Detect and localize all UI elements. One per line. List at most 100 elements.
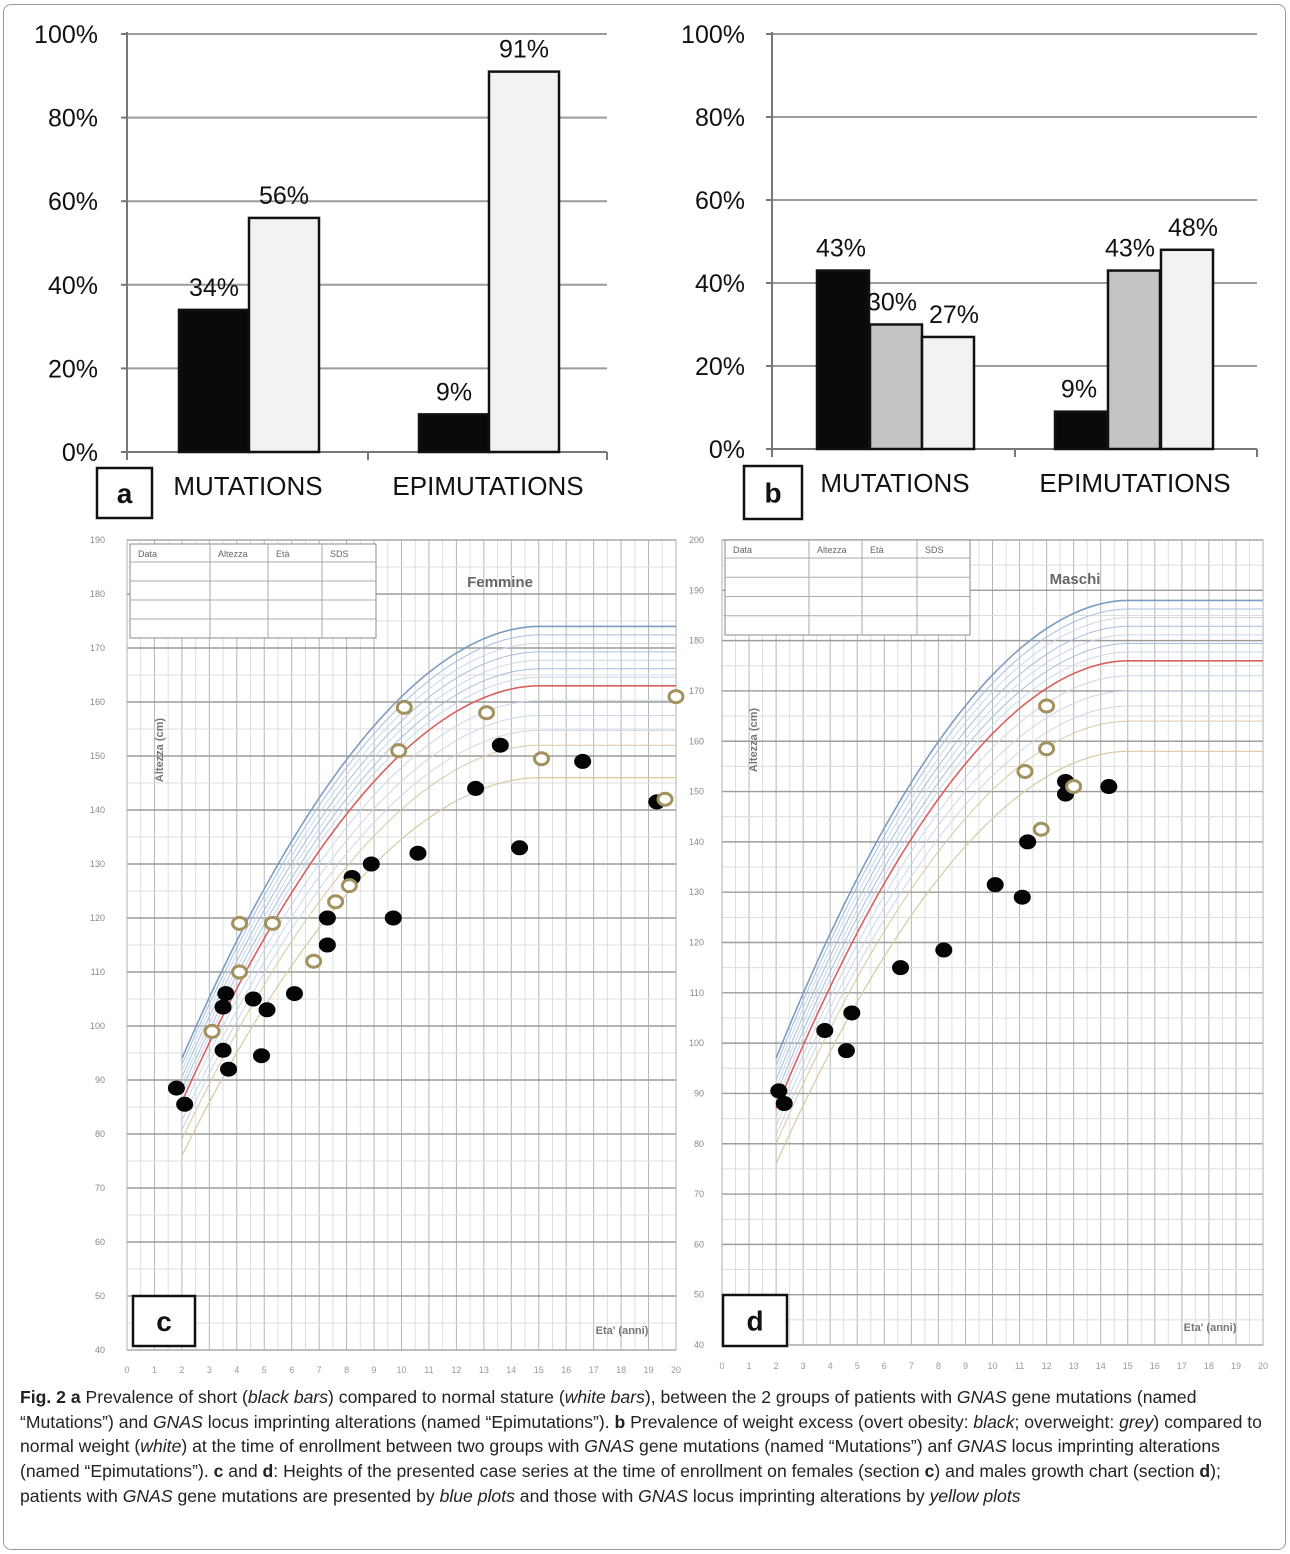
x-tick-label: 13: [479, 1365, 489, 1375]
patient-point-epimutation: [667, 689, 685, 705]
bar: [487, 70, 561, 454]
percentile-curve: [181, 700, 676, 1112]
x-tick-label: 17: [589, 1365, 599, 1375]
y-tick-label: 70: [95, 1183, 105, 1193]
x-tick-label: 16: [1150, 1361, 1160, 1371]
percentile-curve: [181, 651, 676, 1078]
caption-text: locus imprinting alterations (named “Epi…: [202, 1411, 615, 1432]
percentile-curve: [775, 643, 1263, 1095]
panel-label-b: b: [742, 464, 804, 521]
y-tick-label: 170: [689, 686, 704, 696]
x-tick-label: 10: [396, 1365, 406, 1375]
caption-text: gene mutations (named “Mutations”) anf: [634, 1436, 957, 1457]
category-label: EPIMUTATIONS: [392, 471, 583, 501]
bar-data-label: 56%: [259, 182, 309, 210]
patient-point-epimutation: [1016, 763, 1034, 779]
caption-italic: white: [140, 1436, 182, 1457]
panel-label-box: [721, 1293, 789, 1348]
y-tick-label: 90: [694, 1088, 704, 1098]
y-tick-label: 100%: [681, 21, 745, 49]
x-tick-label: 15: [1123, 1361, 1133, 1371]
patient-point-mutation: [318, 937, 336, 953]
bar: [417, 413, 491, 454]
chart-title: Maschi: [1050, 571, 1101, 588]
caption-c-letter: c: [213, 1460, 224, 1481]
patient-point-mutation: [511, 840, 529, 856]
x-tick-label: 2: [774, 1361, 779, 1371]
y-axis-label: Altezza (cm): [748, 708, 760, 773]
figure-caption: Fig. 2 a Prevalence of short (black bars…: [20, 1385, 1270, 1508]
bar-data-label: 9%: [1061, 376, 1097, 404]
patient-point-mutation: [935, 942, 953, 958]
x-tick-label: 12: [451, 1365, 461, 1375]
bar-data-label: 9%: [436, 378, 472, 406]
percentile-curve: [775, 750, 1263, 1165]
x-tick-label: 14: [506, 1365, 516, 1375]
figure-frame: [3, 4, 1286, 1550]
y-tick-label: 40%: [695, 270, 745, 298]
x-tick-label: 9: [963, 1361, 968, 1371]
patient-point-mutation: [285, 986, 303, 1002]
patient-point-epimutation: [231, 964, 249, 980]
bar-data-label: 48%: [1168, 214, 1218, 242]
y-tick-label: 180: [689, 636, 704, 646]
percentile-curve: [775, 625, 1263, 1080]
table-header: Età: [276, 549, 290, 559]
patient-point-mutation: [892, 960, 910, 976]
caption-text: ; overweight:: [1014, 1411, 1120, 1432]
panel-label-box: [95, 466, 154, 520]
panel-letter: a: [117, 478, 133, 509]
x-tick-label: 13: [1069, 1361, 1079, 1371]
percentile-curve: [775, 690, 1263, 1127]
x-tick-label: 3: [207, 1365, 212, 1375]
panel-label-c: c: [131, 1294, 197, 1348]
x-tick-label: 7: [317, 1365, 322, 1375]
table-header: Altezza: [218, 549, 248, 559]
panel-letter: b: [764, 478, 781, 509]
caption-italic: black bars: [247, 1387, 329, 1407]
patient-point-mutation: [837, 1043, 855, 1059]
patient-point-mutation: [362, 856, 380, 872]
percentile-curve: [181, 634, 676, 1065]
y-tick-label: 160: [90, 697, 105, 707]
y-tick-label: 20%: [695, 353, 745, 381]
percentile-curve: [775, 675, 1263, 1118]
table-header: Data: [733, 545, 752, 555]
x-tick-label: 6: [289, 1365, 294, 1375]
y-tick-label: 130: [689, 887, 704, 897]
patient-point-mutation: [1013, 889, 1031, 905]
x-tick-label: 8: [936, 1361, 941, 1371]
caption-text: ) compared to normal stature (: [328, 1387, 565, 1407]
table-header: SDS: [330, 549, 349, 559]
patient-point-mutation: [176, 1096, 194, 1112]
y-tick-label: 130: [90, 859, 105, 869]
y-tick-label: 100: [689, 1038, 704, 1048]
y-tick-label: 90: [95, 1075, 105, 1085]
x-tick-label: 17: [1177, 1361, 1187, 1371]
caption-gene: GNAS: [638, 1485, 689, 1506]
x-tick-label: 20: [1258, 1361, 1268, 1371]
x-tick-label: 15: [534, 1365, 544, 1375]
percentile-curve: [181, 642, 676, 1071]
table-header: Data: [138, 549, 157, 559]
bar-data-label: 91%: [499, 36, 549, 64]
x-tick-label: 20: [671, 1365, 681, 1375]
x-tick-label: 1: [747, 1361, 752, 1371]
y-tick-label: 100: [90, 1021, 105, 1031]
patient-point-epimutation: [1038, 698, 1056, 714]
patient-point-mutation: [214, 1042, 232, 1058]
percentile-curve: [775, 660, 1263, 1109]
y-tick-label: 50: [694, 1290, 704, 1300]
patient-point-mutation: [491, 737, 509, 753]
y-tick-label: 50: [95, 1291, 105, 1301]
y-tick-label: 180: [90, 589, 105, 599]
y-tick-label: 150: [689, 787, 704, 797]
bar: [1053, 410, 1109, 451]
bar-chart-a: 0% 20% 40% 60% 80% 100% MUTATIONS 34% 56% EPIMUTA…: [34, 21, 608, 501]
patient-point-mutation: [253, 1048, 271, 1064]
percentile-curve: [181, 625, 676, 1059]
patient-point-mutation: [217, 986, 235, 1002]
patient-point-mutation: [318, 910, 336, 926]
patient-point-epimutation: [327, 894, 345, 910]
patient-point-epimutation: [1065, 779, 1083, 795]
